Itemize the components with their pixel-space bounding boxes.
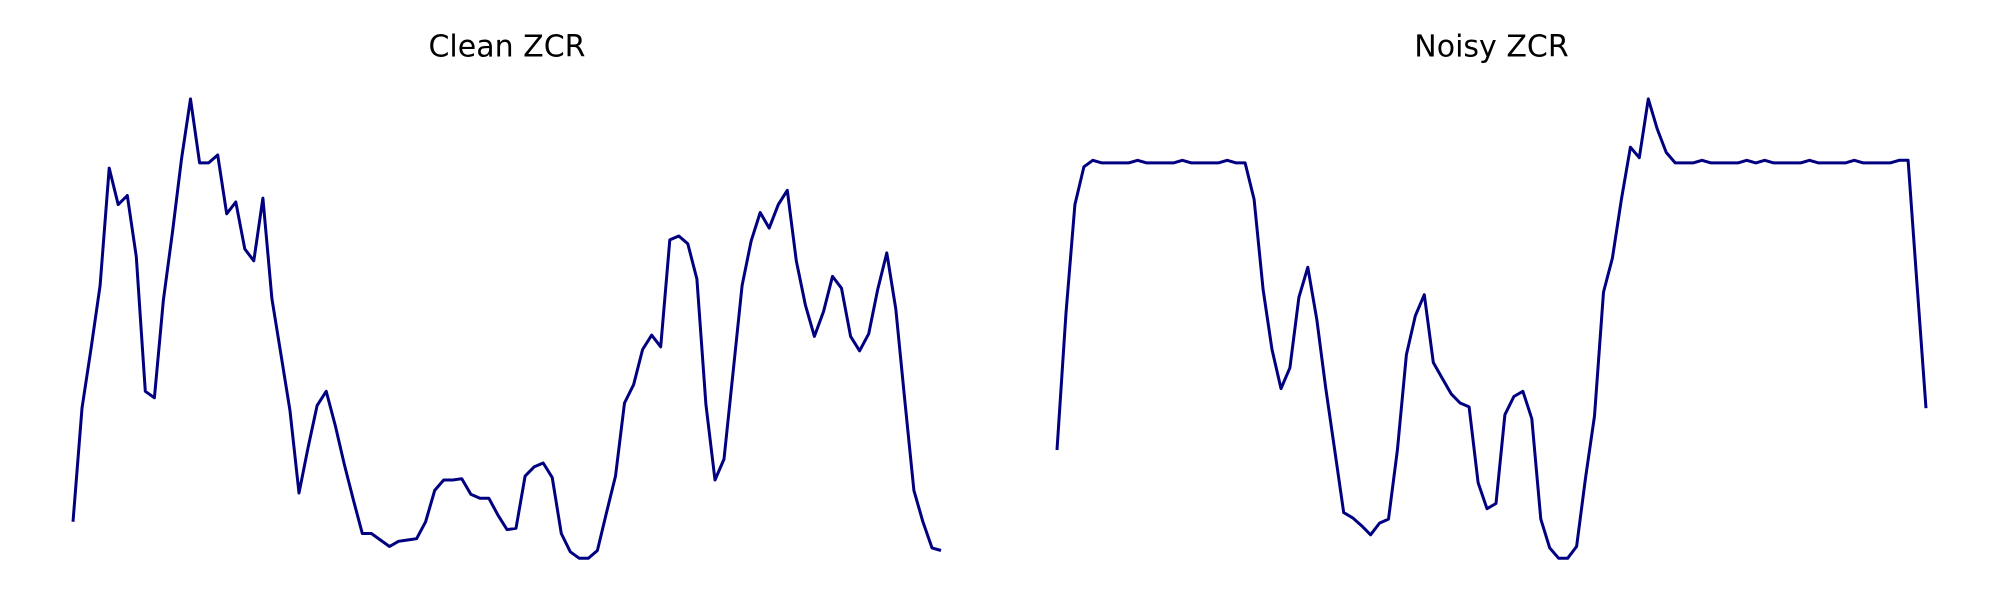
chart-title: Clean ZCR: [428, 30, 585, 65]
zcr-line: [71, 97, 942, 560]
chart-title: Noisy ZCR: [1414, 30, 1568, 65]
zcr-line: [1055, 97, 1928, 560]
